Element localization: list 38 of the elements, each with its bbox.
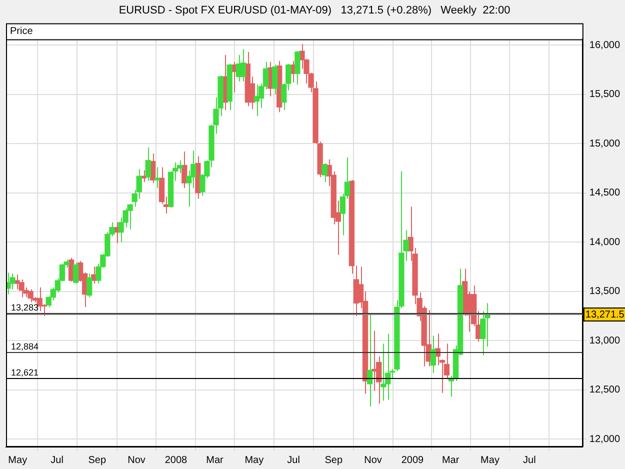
candlestick xyxy=(430,335,436,374)
candlestick xyxy=(366,312,373,408)
x-tick-label: Jul xyxy=(50,454,64,466)
y-tick-label: 14,000 xyxy=(589,236,620,248)
x-tick-label: Jul xyxy=(523,454,536,466)
candlestick xyxy=(72,262,79,284)
ref-line-label: 13,271.5 xyxy=(585,309,625,320)
candlestick xyxy=(86,273,92,298)
chart-title: EURUSD - Spot FX EUR/USD (01-MAY-09) 13,271.5 (+0.28%) Weekly 22:00 xyxy=(118,4,510,17)
candlestick xyxy=(240,48,246,82)
candlestick xyxy=(294,50,300,86)
x-tick-label: May xyxy=(8,454,28,466)
x-tick-label: Mar xyxy=(206,454,224,466)
y-tick-label: 12,000 xyxy=(589,434,620,445)
y-tick-label: 14,500 xyxy=(589,188,620,199)
candlestick xyxy=(322,162,328,183)
x-tick-label: Sep xyxy=(324,454,343,466)
x-tick-label: Mar xyxy=(442,454,460,466)
y-tick-label: 12,500 xyxy=(589,384,620,396)
x-tick-label: Nov xyxy=(364,454,382,466)
ref-line-label: 13,283 xyxy=(11,302,39,312)
x-tick-label: May xyxy=(244,454,264,466)
ref-line-label: 12,884 xyxy=(11,341,39,352)
y-axis-title: Price xyxy=(10,26,34,37)
x-tick-label: 2009 xyxy=(401,454,424,466)
candlestick xyxy=(154,166,160,188)
x-tick-label: Jul xyxy=(287,454,300,466)
y-tick-label: 15,500 xyxy=(589,89,620,100)
ref-line-label: 12,621 xyxy=(11,367,39,378)
x-tick-label: Nov xyxy=(128,454,146,466)
y-tick-label: 16,000 xyxy=(589,40,620,51)
x-tick-label: Sep xyxy=(88,454,106,466)
y-tick-label: 13,000 xyxy=(589,335,620,346)
candlestick xyxy=(272,64,278,95)
x-tick-label: May xyxy=(480,454,500,466)
x-tick-label: 2008 xyxy=(164,454,188,466)
y-tick-label: 13,500 xyxy=(589,286,620,298)
y-tick-label: 15,000 xyxy=(589,138,620,150)
